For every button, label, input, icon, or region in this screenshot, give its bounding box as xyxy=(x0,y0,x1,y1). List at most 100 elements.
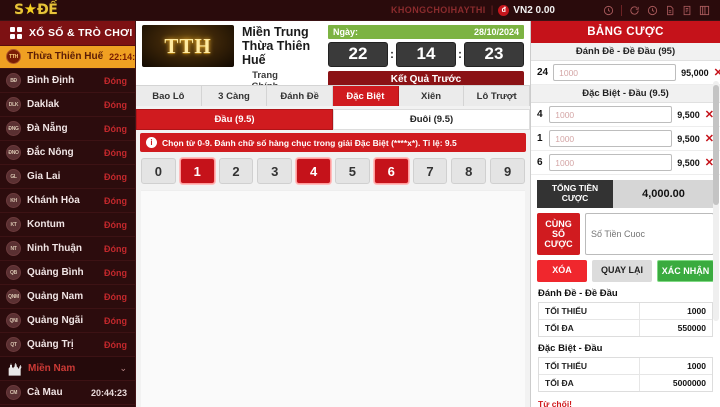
total-value: 4,000.00 xyxy=(613,180,714,208)
date-bar: Ngày: 28/10/2024 xyxy=(328,25,524,39)
sidebar-item-time: Đóng xyxy=(104,339,127,350)
star-icon: ★ xyxy=(23,1,38,18)
sidebar-item-quang-nam[interactable]: QNM Quảng Nam Đóng xyxy=(0,285,135,309)
clear-button[interactable]: XÓA xyxy=(537,259,587,282)
remove-bet-icon[interactable]: ✕ xyxy=(704,109,714,121)
chevron-down-icon[interactable]: ⌄ xyxy=(119,363,127,373)
number-button-9[interactable]: 9 xyxy=(490,158,525,184)
bet-slip-panel: BẢNG CƯỢC Đánh Đề - Đề Đầu (95) 24 95,00… xyxy=(530,21,720,407)
countdown-digits: 22 : 14 : 23 xyxy=(328,42,524,67)
sidebar-item-binh-dinh[interactable]: BĐ Bình Định Đóng xyxy=(0,69,135,93)
remove-bet-icon[interactable]: ✕ xyxy=(704,157,714,169)
bet-row: 4 9,500 ✕ xyxy=(531,103,720,127)
book-icon[interactable] xyxy=(699,5,710,16)
limit-value: 1000 xyxy=(687,305,706,316)
icon-separator xyxy=(621,4,622,16)
bet-amount-input[interactable] xyxy=(549,154,673,171)
bet-amount-input[interactable] xyxy=(549,130,673,147)
subtab-row: Đầu (9.5) Đuôi (9.5) xyxy=(136,109,530,130)
sidebar-group-mien-nam[interactable]: Miền Nam ⌄ xyxy=(0,357,135,381)
subtab-duoi[interactable]: Đuôi (9.5) xyxy=(333,109,530,130)
number-button-6[interactable]: 6 xyxy=(373,158,409,184)
same-bet-row: CÙNG SỐ CƯỢC xyxy=(537,212,714,255)
sidebar-item-time: Đóng xyxy=(104,243,127,254)
balance-label: VN2 0.00 xyxy=(513,4,555,16)
sidebar-item-gia-lai[interactable]: GL Gia Lai Đóng xyxy=(0,165,135,189)
refresh-icon[interactable] xyxy=(629,5,640,16)
same-bet-amount-input[interactable] xyxy=(585,212,714,255)
region-logo: TTH xyxy=(142,25,234,67)
lottery-badge-icon: QT xyxy=(6,337,21,352)
center-panel: TTH Miền Trung Thừa Thiên Huế Trang Chín… xyxy=(136,21,531,407)
lottery-badge-icon: TTH xyxy=(6,49,21,64)
remove-bet-icon[interactable]: ✕ xyxy=(714,66,720,79)
scrollbar-thumb[interactable] xyxy=(713,85,719,205)
sidebar-item-label: Cà Mau xyxy=(27,387,63,398)
sidebar-item-daklak[interactable]: DLK Daklak Đóng xyxy=(0,93,135,117)
tab-xien[interactable]: Xiên xyxy=(399,86,465,106)
number-button-7[interactable]: 7 xyxy=(412,158,448,184)
number-button-4[interactable]: 4 xyxy=(296,158,331,184)
clock-icon[interactable] xyxy=(647,5,658,16)
bet-slip-title: BẢNG CƯỢC xyxy=(531,21,720,43)
logo-letter-d: Đ xyxy=(37,2,49,18)
bet-amount-input[interactable] xyxy=(549,106,673,123)
number-button-1[interactable]: 1 xyxy=(179,158,215,184)
lottery-badge-icon: QB xyxy=(6,265,21,280)
note-title: Từ chối! xyxy=(538,398,573,407)
sidebar-item-quang-tri[interactable]: QT Quảng Trị Đóng xyxy=(0,333,135,357)
tab-danh-de[interactable]: Đánh Đề xyxy=(267,86,334,106)
sidebar-item-thua-thien-hue[interactable]: TTH Thừa Thiên Huế 22:14:23 xyxy=(0,45,135,69)
previous-result-button[interactable]: Kết Quả Trước xyxy=(328,70,524,88)
site-logo[interactable]: S ★ Đ Ề xyxy=(0,0,118,21)
sidebar-item-kontum[interactable]: KT Kontum Đóng xyxy=(0,213,135,237)
bet-number: 6 xyxy=(537,157,543,168)
temple-icon xyxy=(6,362,22,376)
tab-lo-truot[interactable]: Lô Trượt xyxy=(464,86,531,106)
sidebar-item-khanh-hoa[interactable]: KH Khánh Hòa Đóng xyxy=(0,189,135,213)
back-button[interactable]: QUAY LẠI xyxy=(592,259,652,282)
bet-amount-input[interactable] xyxy=(553,64,677,81)
bet-slip-list: Đánh Đề - Đề Đầu (95) 24 95,000 ✕ Đặc Bi… xyxy=(531,43,720,175)
sidebar-item-dac-nong[interactable]: ĐNO Đắc Nông Đóng xyxy=(0,141,135,165)
sidebar-item-ca-mau[interactable]: CM Cà Mau 20:44:23 xyxy=(0,381,135,405)
limit-key: TỐI ĐA xyxy=(539,319,640,336)
sidebar-item-label: Quảng Bình xyxy=(27,267,84,278)
history-icon[interactable] xyxy=(603,5,614,16)
sidebar-item-label: Quảng Trị xyxy=(27,339,74,350)
tab-dac-biet[interactable]: Đặc Biệt xyxy=(333,86,399,106)
subtab-dau[interactable]: Đầu (9.5) xyxy=(136,109,333,130)
hint-banner: i Chọn từ 0-9. Đánh chữ số hàng chục tro… xyxy=(140,133,526,152)
top-divider: | xyxy=(490,4,494,16)
bet-payout: 9,500 xyxy=(677,133,700,144)
tab-bao-lo[interactable]: Bao Lô xyxy=(136,86,202,106)
lottery-badge-icon: NT xyxy=(6,241,21,256)
number-button-0[interactable]: 0 xyxy=(141,158,176,184)
same-bet-button[interactable]: CÙNG SỐ CƯỢC xyxy=(537,212,580,255)
sidebar-item-label: Thừa Thiên Huế xyxy=(27,51,104,62)
sidebar-item-ninh-thuan[interactable]: NT Ninh Thuận Đóng xyxy=(0,237,135,261)
sidebar-item-quang-binh[interactable]: QB Quảng Bình Đóng xyxy=(0,261,135,285)
lottery-badge-icon: CM xyxy=(6,385,21,400)
number-button-8[interactable]: 8 xyxy=(451,158,487,184)
sidebar-item-quang-ngai[interactable]: QNI Quảng Ngãi Đóng xyxy=(0,309,135,333)
tab-3-cang[interactable]: 3 Càng xyxy=(202,86,268,106)
number-button-2[interactable]: 2 xyxy=(218,158,254,184)
remove-bet-icon[interactable]: ✕ xyxy=(704,133,714,145)
number-button-3[interactable]: 3 xyxy=(257,158,293,184)
number-button-5[interactable]: 5 xyxy=(334,158,370,184)
document-icon[interactable] xyxy=(665,5,675,16)
confirm-button[interactable]: XÁC NHẬN xyxy=(657,259,714,282)
center-header: TTH Miền Trung Thừa Thiên Huế Trang Chín… xyxy=(136,21,530,103)
sidebar-item-label: Bình Định xyxy=(27,75,75,86)
number-grid: 0 1 2 3 4 5 6 7 8 9 xyxy=(136,152,530,184)
sidebar-item-label: Daklak xyxy=(27,99,60,110)
center-canvas xyxy=(141,190,525,407)
sidebar-item-label: Khánh Hòa xyxy=(27,195,80,206)
bet-panel-scrollbar[interactable] xyxy=(713,81,719,321)
note-icon[interactable] xyxy=(682,5,692,16)
sidebar-item-time: Đóng xyxy=(104,123,127,134)
date-value: 28/10/2024 xyxy=(473,27,519,37)
game-tabs: Bao Lô 3 Càng Đánh Đề Đặc Biệt Xiên Lô T… xyxy=(136,85,531,106)
sidebar-item-da-nang[interactable]: ĐNG Đà Nẵng Đóng xyxy=(0,117,135,141)
